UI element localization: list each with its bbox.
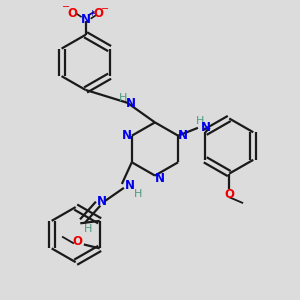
Text: N: N <box>126 97 136 110</box>
Text: O: O <box>68 7 78 20</box>
Text: N: N <box>97 195 107 208</box>
Text: H: H <box>134 189 142 199</box>
Text: H: H <box>196 116 204 126</box>
Text: −: − <box>101 4 110 14</box>
Text: N: N <box>81 13 91 26</box>
Text: N: N <box>201 121 211 134</box>
Text: O: O <box>72 235 82 248</box>
Text: −: − <box>62 2 70 12</box>
Text: N: N <box>122 129 132 142</box>
Text: N: N <box>178 129 188 142</box>
Text: N: N <box>125 179 135 192</box>
Text: +: + <box>88 9 95 18</box>
Text: H: H <box>84 224 92 234</box>
Text: H: H <box>119 93 128 103</box>
Text: N: N <box>155 172 165 185</box>
Text: O: O <box>224 188 234 201</box>
Text: O: O <box>94 7 103 20</box>
